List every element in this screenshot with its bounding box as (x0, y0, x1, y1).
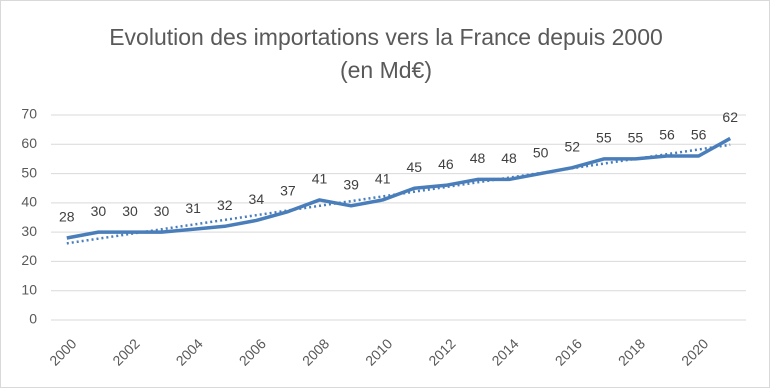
data-label: 52 (564, 138, 580, 154)
data-label: 55 (596, 130, 612, 146)
x-tick-label: 2008 (299, 335, 332, 368)
x-tick-label: 2012 (425, 335, 458, 368)
data-label: 32 (217, 197, 233, 213)
series-line (66, 136, 732, 240)
data-label: 34 (249, 191, 265, 207)
data-label: 62 (722, 109, 738, 125)
data-label: 55 (628, 130, 644, 146)
x-tick-label: 2006 (236, 335, 269, 368)
data-label: 28 (59, 209, 75, 225)
x-tick-label: 2018 (615, 335, 648, 368)
y-tick-label: 10 (21, 281, 37, 297)
data-label: 41 (312, 171, 328, 187)
y-tick-label: 50 (21, 164, 37, 180)
chart-title: Evolution des importations vers la Franc… (109, 24, 663, 83)
data-label: 39 (343, 176, 359, 192)
data-label: 30 (91, 203, 107, 219)
data-label: 48 (470, 150, 486, 166)
y-tick-label: 30 (21, 223, 37, 239)
data-label: 46 (438, 156, 454, 172)
y-tick-label: 60 (21, 135, 37, 151)
y-tick-label: 70 (21, 106, 37, 122)
x-tick-label: 2016 (552, 335, 585, 368)
y-tick-label: 40 (21, 194, 37, 210)
data-label: 56 (691, 127, 707, 143)
y-tick-label: 20 (21, 252, 37, 268)
data-label: 30 (122, 203, 138, 219)
x-tick-label: 2004 (173, 335, 206, 368)
data-label: 31 (185, 200, 201, 216)
x-tick-label: 2002 (109, 335, 142, 368)
data-label: 56 (659, 127, 675, 143)
x-tick-label: 2020 (678, 335, 711, 368)
x-tick-label: 2014 (488, 335, 521, 368)
data-label: 37 (280, 182, 296, 198)
y-tick-label: 0 (29, 311, 37, 327)
data-label: 45 (407, 159, 423, 175)
data-label: 30 (154, 203, 170, 219)
data-label: 41 (375, 171, 391, 187)
x-tick-label: 2010 (362, 335, 395, 368)
x-tick-label: 2000 (46, 335, 79, 368)
data-label: 48 (501, 150, 517, 166)
data-label: 50 (533, 144, 549, 160)
